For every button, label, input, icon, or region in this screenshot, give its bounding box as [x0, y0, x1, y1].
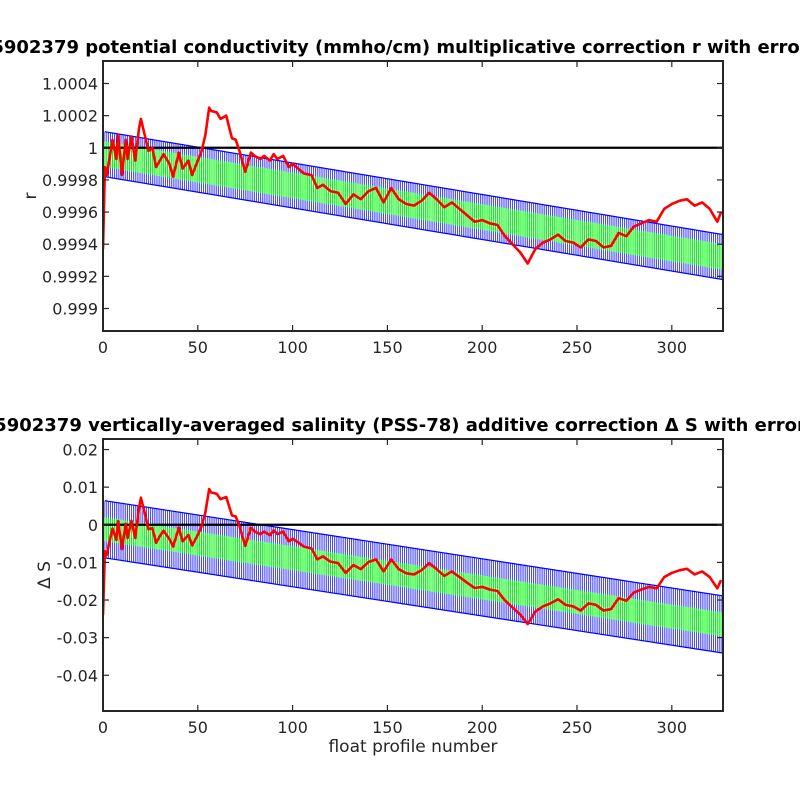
y-tick-label: 0.01 [62, 478, 98, 497]
fit-band [104, 517, 723, 637]
x-tick-label: 0 [98, 338, 108, 357]
panel-salinity-correction: 5902379 vertically-averaged salinity (PS… [0, 415, 800, 757]
panel-r-correction: 5902379 potential conductivity (mmho/cm)… [0, 37, 800, 357]
x-tick-label: 0 [98, 718, 108, 737]
x-tick-label: 150 [372, 718, 403, 737]
y-tick-label: -0.03 [57, 629, 98, 648]
plot-content [103, 487, 723, 654]
series-line [103, 487, 723, 626]
series-line [103, 106, 723, 265]
y-tick-label: 0.02 [62, 441, 98, 460]
axes-box [102, 438, 724, 712]
y-tick-label: 0.9998 [42, 171, 98, 190]
y-tick-label: 0.999 [52, 300, 98, 319]
y-tick-label: 0.9994 [42, 235, 98, 254]
x-axis-label: float profile number [328, 737, 497, 757]
error-envelope-upper [104, 500, 723, 597]
y-tick-label: 1 [88, 139, 98, 158]
x-tick-label: 250 [562, 338, 593, 357]
error-envelope-lower [104, 176, 723, 281]
x-tick-label: 200 [467, 718, 498, 737]
plot-content [103, 106, 723, 281]
x-tick-label: 200 [467, 338, 498, 357]
chart-title: 5902379 vertically-averaged salinity (PS… [0, 415, 800, 436]
axes-box [102, 60, 724, 332]
x-tick-label: 50 [188, 338, 208, 357]
x-tick-label: 150 [372, 338, 403, 357]
x-tick-label: 300 [657, 718, 688, 737]
x-tick-label: 100 [277, 718, 308, 737]
x-tick-label: 250 [562, 718, 593, 737]
x-tick-label: 100 [277, 338, 308, 357]
x-tick-label: 50 [188, 718, 208, 737]
y-tick-label: 0 [88, 516, 98, 535]
y-tick-label: 1.0004 [42, 75, 98, 94]
y-tick-label: -0.01 [57, 553, 98, 572]
y-tick-label: -0.04 [57, 666, 98, 685]
y-axis-label: Δ S [35, 561, 55, 589]
plot-area [103, 61, 723, 331]
y-tick-label: 1.0002 [42, 107, 98, 126]
y-tick-label: -0.02 [57, 591, 98, 610]
x-tick-label: 300 [657, 338, 688, 357]
y-tick-label: 0.9996 [42, 203, 98, 222]
y-tick-label: 0.9992 [42, 267, 98, 286]
y-axis-label: r [21, 193, 41, 200]
chart-title: 5902379 potential conductivity (mmho/cm)… [0, 37, 800, 58]
error-envelope-lower [104, 557, 723, 654]
